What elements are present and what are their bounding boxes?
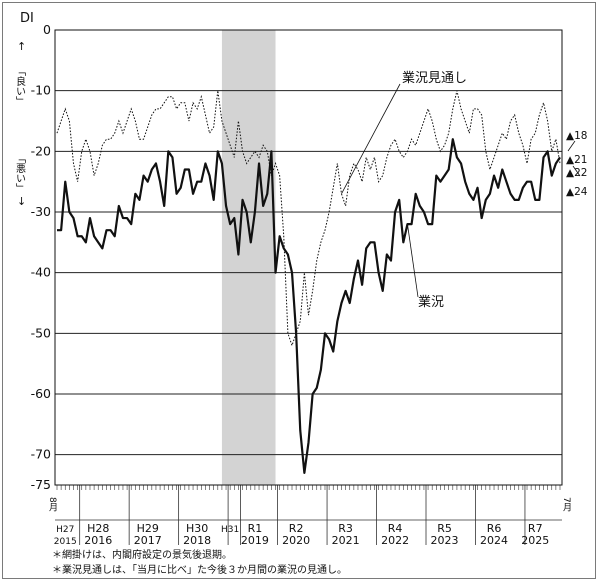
year-label-era: R6 (487, 522, 502, 535)
year-label-era: R4 (388, 522, 403, 535)
year-label-era: R5 (437, 522, 452, 535)
y-tick-label: -50 (31, 325, 51, 340)
end-value-label: ▲21 (566, 154, 587, 166)
svg-text:↓: ↓ (17, 195, 26, 208)
recession-shade (221, 30, 276, 485)
year-label-era: R1 (248, 522, 263, 535)
year-label-era: H27 (56, 525, 74, 535)
year-label-ad: 2025 (521, 534, 549, 547)
end-value-label: ▲22 (566, 167, 587, 179)
year-label-ad: 2016 (84, 534, 112, 547)
svg-text:「良い」: 「良い」 (14, 66, 26, 106)
year-label-era: H31 (221, 525, 239, 535)
label-gyokyo: 業況 (418, 294, 444, 310)
y-tick-label: -20 (31, 143, 51, 158)
year-label-ad: 2021 (332, 534, 360, 547)
year-label-era: R3 (338, 522, 353, 535)
year-label-era: H28 (87, 522, 109, 535)
series-gyokyo-line (57, 138, 561, 474)
chart-frame (2, 2, 596, 579)
year-label-era: R2 (289, 522, 304, 535)
plot-border (54, 29, 563, 486)
year-label-era: H30 (186, 522, 208, 535)
year-label-ad: 2024 (480, 534, 508, 547)
y-tick-label: -70 (31, 447, 51, 462)
y-axis-note-good: ↑ 「良い」 (14, 40, 27, 106)
year-label-era: R7 (528, 522, 543, 535)
y-tick-label: -40 (31, 265, 51, 280)
year-label-era: H29 (137, 522, 159, 535)
leader-gyokyo (407, 224, 419, 298)
end-label-arrow (572, 165, 581, 177)
y-tick-label: 0 (43, 22, 51, 37)
y-tick-label: -10 (31, 83, 51, 98)
y-tick-label: -30 (31, 204, 51, 219)
start-month-label: 8月 (47, 497, 58, 513)
footnote-2: ＊業況見通しは、「当月に比べ」た今後３か月間の業況の見通し。 (52, 563, 347, 576)
label-mitoshi: 業況見通し (402, 70, 467, 86)
y-axis-note-bad: 「悪い」 ↓ (14, 153, 27, 208)
year-label-ad: 2022 (381, 534, 409, 547)
year-label-ad: 2020 (282, 534, 310, 547)
y-tick-label: -75 (31, 477, 51, 492)
year-label-ad: 2023 (431, 534, 459, 547)
footnote-1: ＊網掛けは、内閣府設定の景気後退期。 (52, 548, 232, 561)
leader-mitoshi (341, 83, 401, 194)
series-mitoshi-line (56, 90, 561, 348)
end-label-arrow (567, 140, 576, 152)
end-month-label: 7月 (561, 497, 572, 513)
year-label-ad: 2019 (241, 534, 269, 547)
end-value-label: ▲18 (566, 130, 587, 142)
svg-text:↑: ↑ (17, 40, 26, 53)
y-axis-title: DI (20, 11, 34, 26)
svg-text:「悪い」: 「悪い」 (14, 153, 26, 193)
y-tick-label: -60 (31, 386, 51, 401)
year-label-ad: 2015 (54, 537, 77, 547)
year-label-ad: 2018 (183, 534, 211, 547)
year-label-ad: 2017 (134, 534, 162, 547)
end-value-label: ▲24 (566, 186, 588, 198)
